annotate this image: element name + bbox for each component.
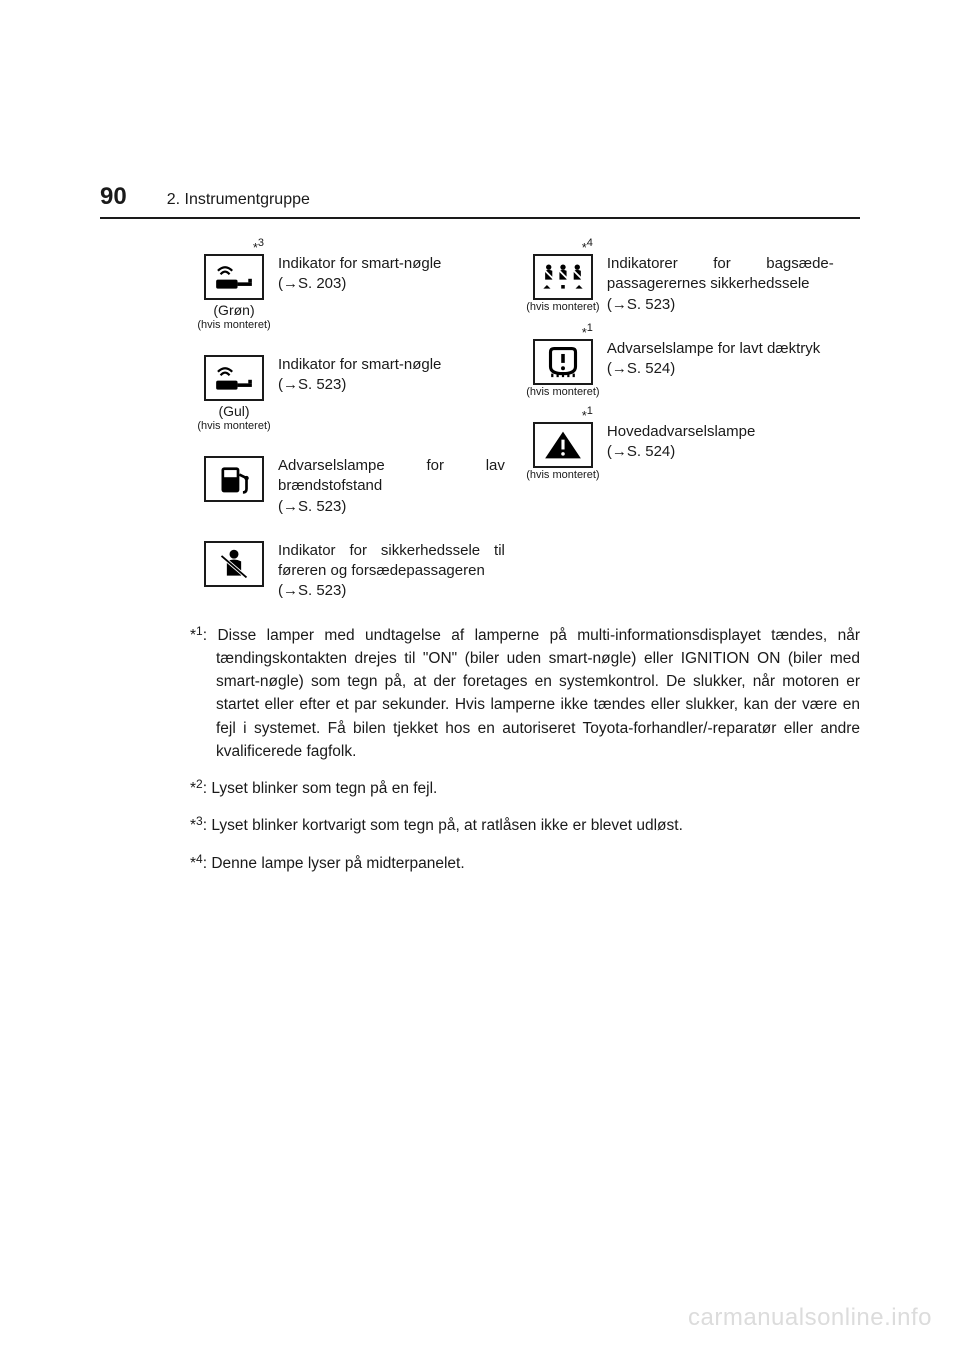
page-header: 90 2. Instrumentgruppe [100, 183, 860, 219]
rear-belts-icon [533, 254, 593, 300]
indicator-description: Hovedadvarselslampe(→S. 524) [607, 408, 755, 463]
page: 90 2. Instrumentgruppe *3(Grøn)(hvis mon… [0, 0, 960, 1358]
indicator-row: *3 (Grøn)(hvis monteret) Indikator for sma… [190, 240, 505, 331]
section-title: 2. Instrumentgruppe [167, 191, 310, 209]
icon-color-label: (Gul) [190, 403, 278, 419]
right-column: *4(hvis monteret)Indikatorer for bagsæde… [519, 240, 834, 612]
indicator-row: *4 (hvis monteret)Indikatorer for bagsæde… [519, 240, 834, 315]
if-equipped-label: (hvis monteret) [190, 319, 278, 331]
indicator-description: Advarselslampe for lav brændstofstand(→S… [278, 442, 505, 517]
annotation-mark [190, 527, 278, 541]
icon-cell [190, 527, 278, 587]
footnote: *3: Lyset blinker kortvarigt som tegn på… [190, 814, 860, 837]
footnote: *1: Disse lamper med undtagelse af lampe… [190, 624, 860, 764]
if-equipped-label: (hvis monteret) [190, 420, 278, 432]
page-reference: (→S. 523) [278, 376, 346, 393]
footnote: *2: Lyset blinker som tegn på en fejl. [190, 777, 860, 800]
seatbelt-icon [204, 541, 264, 587]
page-reference: (→S. 523) [278, 498, 346, 515]
key-wave-icon [204, 355, 264, 401]
indicator-description: Indikatorer for bagsæde­passagerernes si… [607, 240, 834, 315]
indicator-row: (Gul)(hvis monteret)Indikator for smart-… [190, 341, 505, 432]
indicator-description: Advarselslampe for lavt dæktryk(→S. 524) [607, 325, 820, 380]
master-warn-icon [533, 422, 593, 468]
content: *3(Grøn)(hvis monteret)Indikator for sma… [190, 240, 860, 889]
tpms-icon [533, 339, 593, 385]
watermark: carmanualsonline.info [688, 1304, 932, 1332]
annotation-mark [190, 442, 278, 456]
indicator-row: Indikator for sikkerheds­sele til førere… [190, 527, 505, 602]
annotation-mark [190, 341, 278, 355]
icon-cell: *1 (hvis monteret) [519, 408, 607, 481]
annotation-mark: *3 [190, 240, 278, 254]
page-reference: (→S. 524) [607, 443, 675, 460]
icon-cell: (Gul)(hvis monteret) [190, 341, 278, 432]
left-column: *3(Grøn)(hvis monteret)Indikator for sma… [190, 240, 505, 612]
annotation-mark: *4 [519, 240, 607, 254]
annotation-mark: *1 [519, 325, 607, 339]
footnote: *4: Denne lampe lyser på midterpanelet. [190, 852, 860, 875]
if-equipped-label: (hvis monteret) [519, 301, 607, 313]
annotation-mark: *1 [519, 408, 607, 422]
icon-color-label: (Grøn) [190, 302, 278, 318]
fuel-icon [204, 456, 264, 502]
icon-cell: *4 (hvis monteret) [519, 240, 607, 313]
indicator-row: Advarselslampe for lav brændstofstand(→S… [190, 442, 505, 517]
page-reference: (→S. 203) [278, 275, 346, 292]
if-equipped-label: (hvis monteret) [519, 469, 607, 481]
icon-cell: *1 (hvis monteret) [519, 325, 607, 398]
key-wave-icon [204, 254, 264, 300]
indicator-table: *3(Grøn)(hvis monteret)Indikator for sma… [190, 240, 860, 612]
page-reference: (→S. 523) [607, 296, 675, 313]
indicator-row: *1 (hvis monteret)Advarselslampe for lavt… [519, 325, 834, 398]
icon-cell [190, 442, 278, 502]
if-equipped-label: (hvis monteret) [519, 386, 607, 398]
indicator-description: Indikator for sikkerheds­sele til førere… [278, 527, 505, 602]
icon-cell: *3 (Grøn)(hvis monteret) [190, 240, 278, 331]
page-number: 90 [100, 183, 127, 211]
page-reference: (→S. 523) [278, 582, 346, 599]
indicator-description: Indikator for smart-nøgle(→S. 203) [278, 240, 441, 295]
indicator-description: Indikator for smart-nøgle(→S. 523) [278, 341, 441, 396]
footnotes: *1: Disse lamper med undtagelse af lampe… [190, 624, 860, 875]
page-reference: (→S. 524) [607, 360, 675, 377]
indicator-row: *1 (hvis monteret)Hovedadvarselslampe(→S.… [519, 408, 834, 481]
